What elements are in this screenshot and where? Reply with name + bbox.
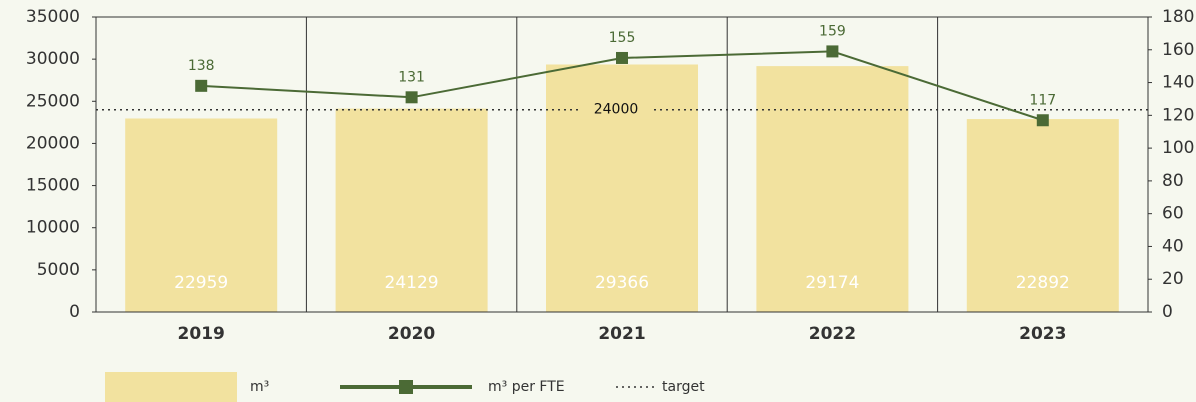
- line-value-label: 117: [1029, 92, 1056, 108]
- x-tick-label: 2022: [809, 324, 856, 344]
- legend-swatch: [105, 372, 237, 402]
- line-marker: [616, 51, 628, 64]
- y2-tick-label: 140: [1162, 73, 1194, 93]
- line-marker: [826, 45, 839, 58]
- bar-value-label: 29366: [595, 273, 649, 293]
- y-tick-label: 5000: [37, 260, 80, 280]
- line-value-label: 131: [398, 69, 425, 85]
- x-tick-label: 2019: [178, 324, 225, 344]
- y-tick-label: 20000: [26, 133, 80, 153]
- target-label: 24000: [594, 102, 639, 118]
- legend-label: m³ per FTE: [488, 379, 565, 395]
- y-tick-label: 30000: [26, 49, 80, 69]
- y-tick-label: 35000: [26, 7, 80, 27]
- bar: [966, 119, 1119, 312]
- line-value-label: 138: [188, 58, 215, 74]
- bar-value-label: 22959: [174, 273, 228, 293]
- x-tick-label: 2020: [388, 324, 435, 344]
- y2-tick-label: 0: [1162, 302, 1173, 322]
- line-value-label: 159: [819, 23, 846, 39]
- y2-tick-label: 100: [1162, 138, 1194, 158]
- y-tick-label: 10000: [26, 218, 80, 238]
- y2-tick-label: 120: [1162, 105, 1194, 125]
- y-tick-label: 25000: [26, 91, 80, 111]
- line-marker: [195, 79, 208, 92]
- y2-tick-label: 180: [1162, 7, 1194, 27]
- legend-label: target: [662, 379, 705, 395]
- plot-frame: [95, 16, 1149, 313]
- legend-swatch-marker: [399, 380, 413, 394]
- bar-value-label: 29174: [805, 273, 859, 293]
- x-tick-label: 2021: [598, 324, 645, 344]
- y2-tick-label: 60: [1162, 204, 1184, 224]
- bar: [756, 66, 909, 312]
- legend-label: m³: [250, 379, 269, 395]
- line-marker: [1036, 114, 1049, 127]
- bar-value-label: 24129: [385, 273, 439, 293]
- x-tick-label: 2023: [1019, 324, 1066, 344]
- y2-tick-label: 40: [1162, 236, 1184, 256]
- line-marker: [405, 91, 418, 104]
- line-value-label: 155: [609, 30, 636, 46]
- bar-value-label: 22892: [1016, 273, 1070, 293]
- bar: [125, 118, 278, 312]
- y2-tick-label: 20: [1162, 269, 1184, 289]
- y-tick-label: 15000: [26, 176, 80, 196]
- y2-tick-label: 80: [1162, 171, 1184, 191]
- y-tick-label: 0: [69, 302, 80, 322]
- target-label-bg: [580, 99, 652, 120]
- bar: [335, 108, 488, 312]
- y2-tick-label: 160: [1162, 40, 1194, 60]
